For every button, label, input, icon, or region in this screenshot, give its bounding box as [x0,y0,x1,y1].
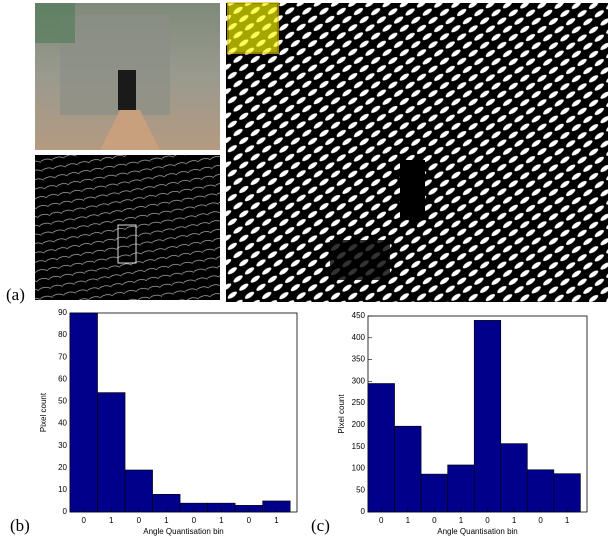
y-tick-label: 400 [352,333,366,342]
y-tick-label: 70 [58,352,67,361]
x-tick-label: 0 [379,516,384,525]
x-tick-label: 1 [512,516,517,525]
y-tick-label: 300 [352,376,366,385]
y-tick-label: 350 [352,355,366,364]
y-tick-label: 50 [58,397,67,406]
bar [367,383,395,513]
x-tick-label: 0 [82,516,87,525]
bar [473,320,502,513]
x-tick-label: 1 [219,516,224,525]
panel-label: (a) [6,285,25,304]
x-tick-label: 1 [274,516,279,525]
y-tick-label: 30 [58,441,67,450]
x-tick-label: 0 [137,516,142,525]
x-tick-label: 0 [247,516,252,525]
y-axis-label: Pixel count [337,394,346,434]
y-tick-label: 50 [356,485,365,494]
y-tick-label: 0 [361,507,366,516]
bar [527,469,555,513]
photo [35,3,220,150]
x-tick-label: 1 [164,516,169,525]
y-tick-label: 150 [352,442,366,451]
x-tick-label: 0 [538,516,543,525]
bar [447,464,475,513]
stroke-image [226,2,608,302]
bar [394,425,422,513]
y-tick-label: 90 [58,308,67,317]
y-tick-label: 10 [58,485,67,494]
bar [553,473,581,513]
y-tick-label: 250 [352,398,366,407]
bar [500,443,528,513]
y-tick-label: 100 [352,464,366,473]
y-axis-label: Pixel count [39,392,48,432]
panel-label: (c) [311,516,330,535]
x-tick-label: 1 [109,516,114,525]
x-tick-label: 1 [406,516,411,525]
edge-image [35,155,220,300]
y-tick-label: 450 [352,311,366,320]
panel-label: (b) [10,516,30,535]
y-tick-label: 80 [58,330,67,339]
y-tick-label: 0 [63,507,68,516]
y-tick-label: 20 [58,463,67,472]
x-tick-label: 0 [432,516,437,525]
bar [97,392,126,513]
bar [124,469,153,513]
x-tick-label: 0 [485,516,490,525]
x-tick-label: 0 [192,516,197,525]
y-tick-label: 40 [58,419,67,428]
x-axis-label: Angle Quantisation bin [143,527,224,536]
x-axis-label: Angle Quantisation bin [437,527,518,536]
y-tick-label: 200 [352,420,366,429]
x-tick-label: 1 [459,516,464,525]
bar [420,473,448,513]
y-tick-label: 60 [58,374,67,383]
bar [69,312,98,513]
x-tick-label: 1 [565,516,570,525]
